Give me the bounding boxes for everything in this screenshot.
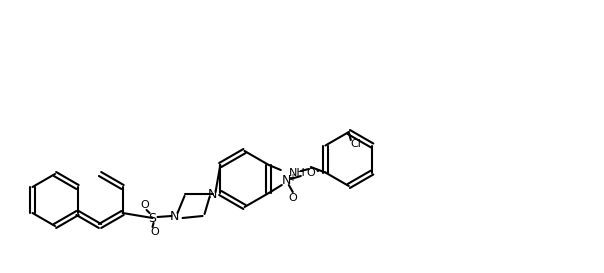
Text: O: O bbox=[140, 200, 149, 210]
Text: Cl: Cl bbox=[350, 139, 361, 149]
Text: N: N bbox=[170, 209, 179, 222]
Text: N: N bbox=[282, 174, 292, 188]
Text: O: O bbox=[306, 168, 315, 178]
Text: S: S bbox=[149, 212, 156, 224]
Text: O: O bbox=[289, 193, 297, 203]
Text: •: • bbox=[315, 166, 321, 176]
Text: +: + bbox=[288, 173, 296, 183]
Text: NH: NH bbox=[289, 168, 306, 178]
Text: N: N bbox=[208, 188, 217, 200]
Text: O: O bbox=[150, 227, 159, 237]
